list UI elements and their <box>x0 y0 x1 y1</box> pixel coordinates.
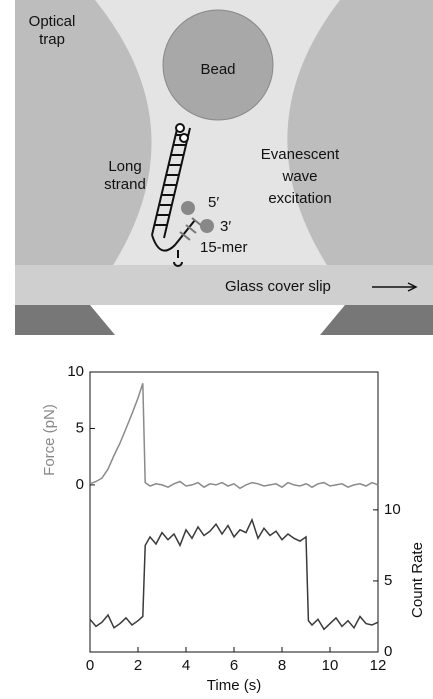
x-tick-label: 0 <box>86 657 94 674</box>
slip-shadow <box>15 305 115 335</box>
label: 5′ <box>208 194 219 211</box>
y-tick-label: 5 <box>76 419 84 436</box>
plot-frame <box>89 371 379 653</box>
y-tick-label: 0 <box>76 476 84 493</box>
label: wave <box>281 168 317 185</box>
chart: Time (s) Force (pN) Count Rate 0 2 4 6 8 10 12… <box>41 363 426 694</box>
dye <box>200 219 214 233</box>
label: Optical <box>29 13 76 30</box>
x-tick-label: 4 <box>182 657 190 674</box>
slip-shadow <box>320 305 433 335</box>
x-tick-label: 2 <box>134 657 142 674</box>
series-line <box>89 517 379 631</box>
y2-tick-label: 0 <box>384 643 392 660</box>
label: Bead <box>200 61 235 78</box>
dna <box>151 123 203 267</box>
glass-slip <box>15 265 433 305</box>
label: excitation <box>268 190 331 207</box>
label: 3′ <box>220 218 231 235</box>
x-tick-label: 6 <box>230 657 238 674</box>
label: strand <box>104 176 146 193</box>
x-tick-label: 10 <box>322 657 339 674</box>
bead <box>162 9 274 121</box>
arrow <box>372 282 418 292</box>
y2-tick-label: 5 <box>384 572 392 589</box>
x-tick-label: 8 <box>278 657 286 674</box>
label: Evanescent <box>261 146 340 163</box>
label: 15-mer <box>200 239 248 256</box>
trap-beam <box>95 0 340 270</box>
y2-tick-label: 10 <box>384 501 401 518</box>
x-tick-label: 12 <box>370 657 387 674</box>
diagram: Optical trap Bead Long strand Evanescent… <box>15 0 433 335</box>
label: Glass cover slip <box>225 278 331 295</box>
dye <box>181 201 195 215</box>
y-axis-label: Force (pN) <box>41 404 58 476</box>
label: Long <box>108 158 141 175</box>
x-axis-label: Time (s) <box>207 677 261 694</box>
series-line <box>89 383 379 490</box>
y2-axis-label: Count Rate <box>409 542 426 618</box>
label: trap <box>39 31 65 48</box>
y-tick-label: 10 <box>67 363 84 380</box>
